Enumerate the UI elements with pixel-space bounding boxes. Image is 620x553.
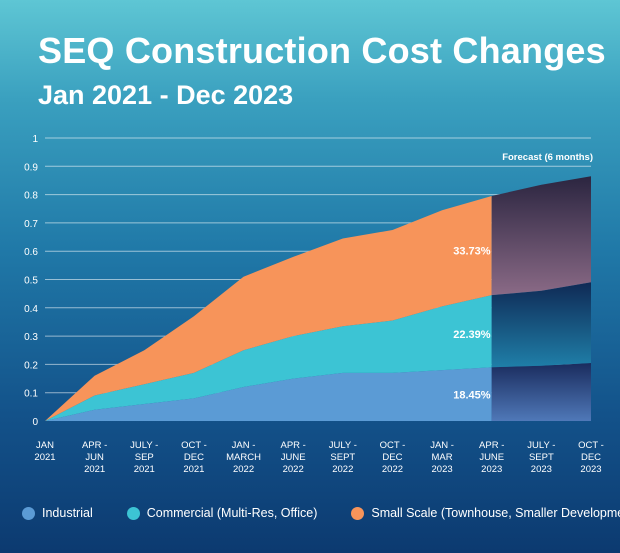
annotation-small-scale: 33.73% <box>453 246 491 258</box>
legend-label-commercial: Commercial (Multi-Res, Office) <box>146 506 318 520</box>
x-tick-line: 2021 <box>183 464 204 475</box>
x-tick-line: JAN <box>36 440 54 451</box>
legend-item-industrial: Industrial <box>22 506 93 520</box>
x-tick-line: DEC <box>581 452 601 463</box>
legend-item-commercial: Commercial (Multi-Res, Office) <box>126 506 318 520</box>
x-tick-line: MARCH <box>226 452 261 463</box>
x-tick-line: APR - <box>479 440 504 451</box>
area-industrial-forecast <box>491 363 591 421</box>
annotation-industrial: 18.45% <box>453 390 491 402</box>
x-tick-line: APR - <box>82 440 107 451</box>
x-tick-line: SEPT <box>529 452 554 463</box>
legend-label-small-scale: Small Scale (Townhouse, Smaller Developm… <box>371 506 620 520</box>
x-tick-line: 2021 <box>84 464 105 475</box>
x-tick-line: OCT - <box>578 440 604 451</box>
annotation-commercial: 22.39% <box>453 329 491 341</box>
y-tick-label: 0.7 <box>24 219 38 230</box>
x-tick-line: JUN <box>85 452 104 463</box>
y-tick-label: 0.2 <box>24 360 38 371</box>
y-tick-label: 0.1 <box>24 389 38 400</box>
x-tick-line: JAN - <box>232 440 256 451</box>
x-tick-line: JULY - <box>130 440 158 451</box>
x-tick-line: DEC <box>184 452 204 463</box>
x-tick-line: 2022 <box>233 464 254 475</box>
area-small-scale <box>45 196 492 421</box>
legend-swatch-commercial <box>126 506 140 520</box>
x-tick-line: 2021 <box>134 464 155 475</box>
chart-legend: Industrial Commercial (Multi-Res, Office… <box>22 506 620 520</box>
x-tick-line: 2022 <box>382 464 403 475</box>
x-tick-line: APR - <box>281 440 306 451</box>
x-tick-line: JULY - <box>329 440 357 451</box>
x-tick-line: 2023 <box>531 464 552 475</box>
x-tick-line: 2023 <box>481 464 502 475</box>
y-tick-label: 0 <box>32 417 38 428</box>
x-tick-line: JUNE <box>479 452 504 463</box>
legend-swatch-industrial <box>22 506 35 520</box>
forecast-label: Forecast (6 months) <box>502 152 593 163</box>
area-industrial <box>45 367 492 421</box>
x-tick-line: 2023 <box>580 464 601 475</box>
y-tick-label: 1 <box>32 134 38 145</box>
y-tick-label: 0.3 <box>24 332 38 343</box>
x-tick-line: JUNE <box>281 452 306 463</box>
x-tick-line: JULY - <box>527 440 555 451</box>
chart-title: SEQ Construction Cost Changes <box>38 30 606 71</box>
x-tick-line: 2022 <box>283 464 304 475</box>
x-tick-line: 2021 <box>34 452 55 463</box>
legend-label-industrial: Industrial <box>42 506 93 520</box>
area-commercial-forecast <box>491 282 591 368</box>
x-tick-line: OCT - <box>380 440 406 451</box>
y-tick-label: 0.4 <box>24 304 38 315</box>
legend-swatch-small-scale <box>351 506 365 520</box>
area-commercial <box>45 295 492 421</box>
x-tick-line: DEC <box>382 452 402 463</box>
y-tick-label: 0.5 <box>24 276 38 287</box>
chart-subtitle: Jan 2021 - Dec 2023 <box>38 80 294 110</box>
x-tick-line: MAR <box>432 452 453 463</box>
x-tick-line: OCT - <box>181 440 207 451</box>
x-tick-line: SEP <box>135 452 154 463</box>
x-tick-line: SEPT <box>330 452 355 463</box>
y-tick-label: 0.6 <box>24 247 38 258</box>
legend-item-small-scale: Small Scale (Townhouse, Smaller Developm… <box>351 506 620 520</box>
x-tick-line: 2023 <box>432 464 453 475</box>
x-tick-line: JAN - <box>430 440 454 451</box>
area-small-scale-forecast <box>491 176 591 296</box>
y-tick-label: 0.9 <box>24 162 38 173</box>
x-tick-line: 2022 <box>332 464 353 475</box>
y-tick-label: 0.8 <box>24 191 38 202</box>
